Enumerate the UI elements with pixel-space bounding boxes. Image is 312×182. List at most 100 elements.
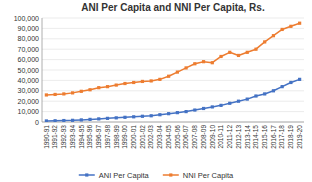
- x-tick-label: 2019-20: [296, 125, 303, 149]
- title: ANI Per Capita and NNI Per Capita, Rs.: [81, 2, 265, 13]
- data-point: [71, 91, 74, 94]
- x-tick-label: 1994-95: [78, 125, 85, 149]
- y-tick-label: 10,000: [18, 108, 40, 115]
- y-tick-label: 0: [35, 119, 39, 126]
- data-point: [62, 119, 65, 122]
- legend-label: NNI Per Capita: [183, 171, 234, 180]
- data-point: [115, 116, 118, 119]
- data-point: [88, 118, 91, 121]
- x-tick-label: 2004-05: [165, 125, 172, 149]
- data-point: [185, 66, 188, 69]
- x-tick-label: 2006-07: [182, 125, 189, 149]
- data-point: [219, 55, 222, 58]
- data-point: [272, 34, 275, 37]
- data-point: [263, 40, 266, 43]
- page: {"chart_data": {"type": "line", "title":…: [0, 0, 312, 182]
- data-point: [272, 89, 275, 92]
- x-tick-label: 2013-14: [244, 125, 251, 149]
- data-point: [132, 81, 135, 84]
- data-point: [80, 118, 83, 121]
- data-point: [263, 92, 266, 95]
- data-point: [97, 86, 100, 89]
- x-tick-label: 2014-15: [252, 125, 259, 149]
- data-point: [298, 22, 301, 25]
- x-tick-label: 2007-08: [191, 125, 198, 149]
- grid-line: [42, 111, 304, 112]
- data-point: [54, 119, 57, 122]
- x-axis-line: [42, 122, 304, 123]
- x-tick-label: 2001-02: [139, 125, 146, 149]
- y-tick-label: 100,000: [14, 15, 39, 22]
- legend-label: ANI Per Capita: [99, 171, 150, 180]
- data-point: [150, 114, 153, 117]
- grid-line: [42, 18, 304, 19]
- legend-marker: [85, 173, 88, 176]
- data-point: [281, 28, 284, 31]
- data-point: [185, 110, 188, 113]
- grid-line: [42, 70, 304, 71]
- data-point: [228, 51, 231, 54]
- data-point: [298, 78, 301, 81]
- plot-area: [45, 22, 301, 122]
- x-tick-label: 2000-01: [130, 125, 137, 149]
- x-tick-label: 1998-99: [113, 125, 120, 149]
- data-point: [246, 98, 249, 101]
- y-tick-label: 90,000: [18, 25, 40, 32]
- data-point: [158, 78, 161, 81]
- data-point: [106, 85, 109, 88]
- y-axis: 010,00020,00030,00040,00050,00060,00070,…: [14, 15, 304, 126]
- grid-line: [42, 80, 304, 81]
- data-point: [71, 119, 74, 122]
- legend: ANI Per Capita NNI Per Capita: [79, 171, 234, 180]
- grid-line: [42, 49, 304, 50]
- y-tick-label: 50,000: [18, 67, 40, 74]
- series-line: [46, 79, 299, 121]
- data-point: [211, 61, 214, 64]
- data-point: [193, 108, 196, 111]
- data-point: [80, 90, 83, 93]
- x-tick-label: 2002-03: [147, 125, 154, 149]
- x-axis: 1990-911991-921992-931993-941994-951995-…: [43, 125, 303, 149]
- x-tick-label: 2009-10: [209, 125, 216, 149]
- x-tick-label: 1993-94: [69, 125, 76, 149]
- data-point: [237, 100, 240, 103]
- x-tick-label: 2011-12: [226, 125, 233, 149]
- data-point: [141, 115, 144, 118]
- data-point: [106, 117, 109, 120]
- x-tick-label: 1999-00: [121, 125, 128, 149]
- y-tick-label: 40,000: [18, 77, 40, 84]
- legend-marker: [169, 173, 172, 176]
- data-point: [176, 111, 179, 114]
- data-point: [219, 104, 222, 107]
- data-point: [158, 113, 161, 116]
- data-point: [176, 70, 179, 73]
- data-point: [88, 88, 91, 91]
- data-point: [228, 102, 231, 105]
- data-point: [62, 92, 65, 95]
- data-point: [167, 112, 170, 115]
- data-point: [237, 54, 240, 57]
- data-point: [289, 25, 292, 28]
- chart: ANI Per Capita and NNI Per Capita, Rs.01…: [0, 0, 312, 182]
- grid-line: [42, 122, 304, 123]
- data-point: [211, 105, 214, 108]
- data-point: [254, 94, 257, 97]
- data-point: [141, 80, 144, 83]
- x-tick-label: 1995-96: [86, 125, 93, 149]
- x-tick-label: 2005-06: [174, 125, 181, 149]
- x-tick-label: 2008-09: [200, 125, 207, 149]
- data-point: [132, 115, 135, 118]
- data-point: [289, 81, 292, 84]
- legend-item: ANI Per Capita: [79, 171, 150, 180]
- legend-swatch: [79, 174, 95, 176]
- x-tick-label: 2016-17: [270, 125, 277, 149]
- x-tick-label: 1997-98: [104, 125, 111, 149]
- data-point: [123, 82, 126, 85]
- x-tick-label: 1996-97: [95, 125, 102, 149]
- x-tick-label: 1991-92: [51, 125, 58, 149]
- data-point: [54, 93, 57, 96]
- y-axis-line: [42, 18, 43, 122]
- data-point: [254, 48, 257, 51]
- y-tick-label: 80,000: [18, 35, 40, 42]
- y-tick-label: 30,000: [18, 87, 40, 94]
